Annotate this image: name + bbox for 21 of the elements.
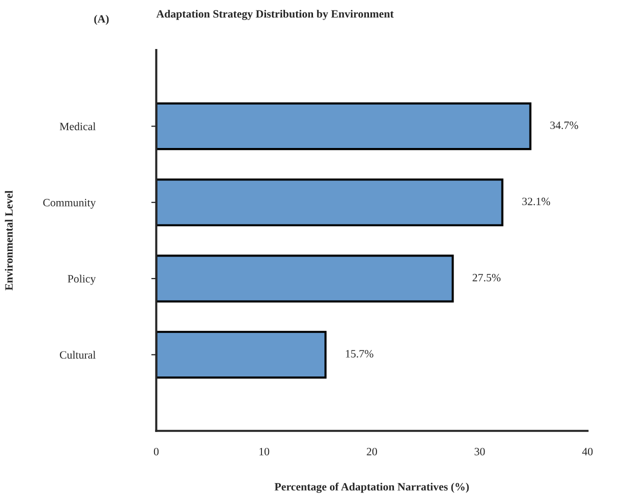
y-tick-label: Medical [60, 122, 96, 130]
x-tick-label: 30 [474, 448, 485, 456]
y-tick-label: Community [43, 198, 96, 209]
bar [156, 102, 532, 150]
bar [156, 330, 327, 379]
data-label: 34.7% [550, 122, 578, 130]
x-tick-label: 40 [582, 448, 593, 456]
bar [156, 254, 454, 302]
x-tick-label: 10 [259, 448, 270, 456]
data-label: 15.7% [346, 350, 374, 358]
y-axis-title: Environmental Level [4, 190, 13, 290]
y-tick-label: Cultural [60, 350, 96, 359]
chart-title: Adaptation Strategy Distribution by Environment [156, 10, 394, 20]
data-label: 32.1% [522, 198, 550, 206]
bar [156, 178, 504, 226]
text: (A) [94, 14, 109, 25]
y-tick-label: Policy [68, 274, 96, 285]
x-tick-label: 20 [366, 448, 378, 456]
data-label: 27.5% [472, 274, 500, 282]
x-axis-title: Percentage of Adaptation Narratives (%) [274, 482, 469, 493]
x-tick-label: 0 [154, 448, 159, 456]
